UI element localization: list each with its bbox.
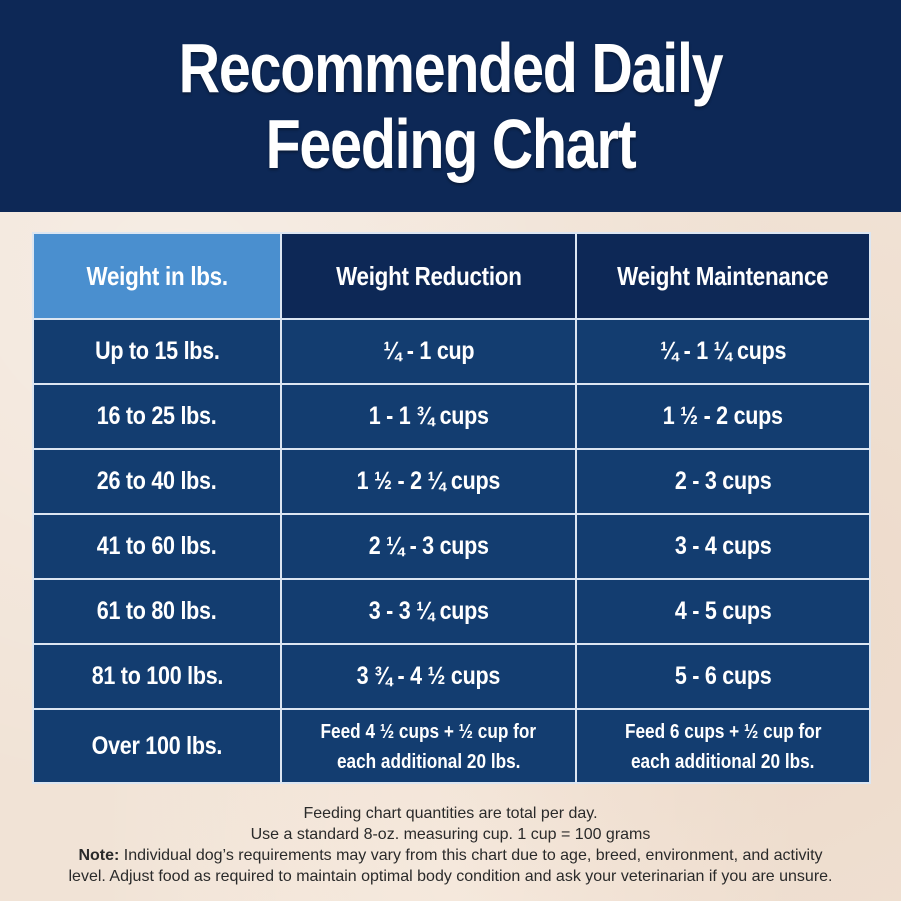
reduction-cell: 2 ¼ - 3 cups xyxy=(280,513,577,580)
footer-note: Note: Individual dog’s requirements may … xyxy=(60,845,841,887)
footer-line-2: Use a standard 8-oz. measuring cup. 1 cu… xyxy=(250,826,651,843)
weight-cell: 61 to 80 lbs. xyxy=(32,578,282,645)
maintenance-line-2: each additional 20 lbs. xyxy=(631,751,815,773)
maintenance-line-1: Feed 6 cups + ½ cup for xyxy=(624,721,822,743)
table-header-row: Weight in lbs. Weight Reduction Weight M… xyxy=(32,232,871,320)
table-row: Up to 15 lbs. ¼ - 1 cup ¼ - 1 ¼ cups xyxy=(32,318,871,385)
feeding-table-container: Weight in lbs. Weight Reduction Weight M… xyxy=(32,232,871,784)
maintenance-cell: 5 - 6 cups xyxy=(575,643,871,710)
reduction-cell: 3 ¾ - 4 ½ cups xyxy=(280,643,577,710)
title-line-2: Feeding Chart xyxy=(265,105,637,183)
header-weight: Weight in lbs. xyxy=(32,232,282,320)
table-row: 81 to 100 lbs. 3 ¾ - 4 ½ cups 5 - 6 cups xyxy=(32,643,871,710)
header-weight-maintenance: Weight Maintenance xyxy=(575,232,871,320)
title-line-1: Recommended Daily xyxy=(178,29,724,107)
table-row: 16 to 25 lbs. 1 - 1 ¾ cups 1 ½ - 2 cups xyxy=(32,383,871,450)
table-row: 41 to 60 lbs. 2 ¼ - 3 cups 3 - 4 cups xyxy=(32,513,871,580)
table-row: 26 to 40 lbs. 1 ½ - 2 ¼ cups 2 - 3 cups xyxy=(32,448,871,515)
weight-cell: Over 100 lbs. xyxy=(32,708,282,784)
reduction-cell: 1 ½ - 2 ¼ cups xyxy=(280,448,577,515)
note-text: Individual dog’s requirements may vary f… xyxy=(68,847,833,885)
reduction-cell: 1 - 1 ¾ cups xyxy=(280,383,577,450)
reduction-cell: Feed 4 ½ cups + ½ cup for each additiona… xyxy=(280,708,577,784)
reduction-line-1: Feed 4 ½ cups + ½ cup for xyxy=(320,721,537,743)
title-banner: Recommended Daily Feeding Chart xyxy=(0,0,901,212)
weight-cell: Up to 15 lbs. xyxy=(32,318,282,385)
footer-notes: Feeding chart quantities are total per d… xyxy=(60,803,841,887)
weight-cell: 81 to 100 lbs. xyxy=(32,643,282,710)
maintenance-cell: 2 - 3 cups xyxy=(575,448,871,515)
reduction-line-2: each additional 20 lbs. xyxy=(336,751,521,773)
footer-line-1: Feeding chart quantities are total per d… xyxy=(303,805,598,822)
table-row: 61 to 80 lbs. 3 - 3 ¼ cups 4 - 5 cups xyxy=(32,578,871,645)
note-label: Note: xyxy=(78,847,120,864)
maintenance-cell: Feed 6 cups + ½ cup for each additional … xyxy=(575,708,871,784)
weight-cell: 41 to 60 lbs. xyxy=(32,513,282,580)
maintenance-cell: ¼ - 1 ¼ cups xyxy=(575,318,871,385)
maintenance-cell: 1 ½ - 2 cups xyxy=(575,383,871,450)
header-weight-reduction: Weight Reduction xyxy=(280,232,577,320)
feeding-table: Weight in lbs. Weight Reduction Weight M… xyxy=(32,232,871,784)
weight-cell: 16 to 25 lbs. xyxy=(32,383,282,450)
reduction-cell: ¼ - 1 cup xyxy=(280,318,577,385)
reduction-cell: 3 - 3 ¼ cups xyxy=(280,578,577,645)
maintenance-cell: 4 - 5 cups xyxy=(575,578,871,645)
maintenance-cell: 3 - 4 cups xyxy=(575,513,871,580)
weight-cell: 26 to 40 lbs. xyxy=(32,448,282,515)
table-row: Over 100 lbs. Feed 4 ½ cups + ½ cup for … xyxy=(32,708,871,784)
